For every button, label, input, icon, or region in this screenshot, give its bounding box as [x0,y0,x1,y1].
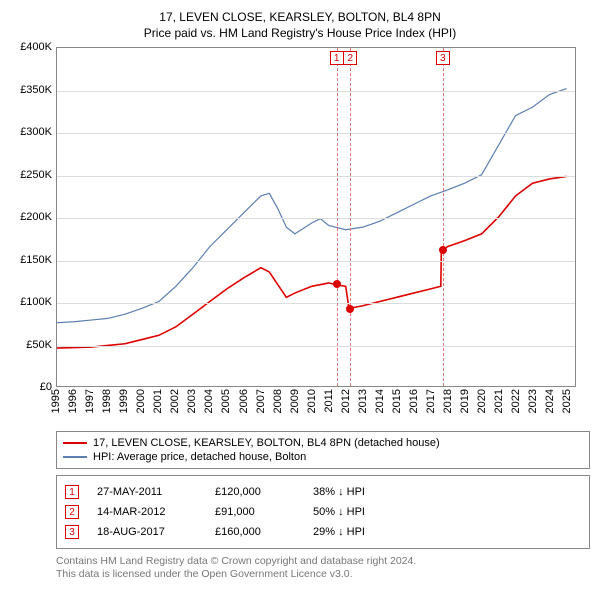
y-tick-label: £400K [20,41,52,53]
gridline [57,261,575,262]
gridline [57,303,575,304]
sales-table: 1 27-MAY-2011 £120,000 38% ↓ HPI 2 14-MAR-201… [56,475,590,549]
x-tick-label: 2006 [238,389,250,413]
sale-point [346,305,354,313]
x-tick-label: 2015 [391,389,403,413]
y-tick-label: £50K [26,339,52,351]
sale-delta: 38% ↓ HPI [313,486,365,498]
series-subject [57,177,567,349]
legend-row: HPI: Average price, detached house, Bolt… [63,450,583,464]
x-tick-label: 2019 [459,389,471,413]
series-svg [57,48,575,386]
x-tick-label: 2001 [152,389,164,413]
x-tick-label: 2023 [527,389,539,413]
sale-index: 3 [65,525,79,539]
x-tick-label: 2007 [255,389,267,413]
y-axis: £0£50K£100K£150K£200K£250K£300K£350K£400… [10,47,56,387]
x-tick-label: 2016 [408,389,420,413]
sale-date: 27-MAY-2011 [97,486,197,498]
plot-area: 12 3 [56,47,576,387]
gridline [57,91,575,92]
y-tick-label: £350K [20,84,52,96]
gridline [57,218,575,219]
event-marker: 1 [330,51,344,65]
chart-container: 17, LEVEN CLOSE, KEARSLEY, BOLTON, BL4 8… [0,0,600,427]
x-tick-label: 1997 [84,389,96,413]
x-tick-label: 1998 [101,389,113,413]
x-tick-label: 2003 [186,389,198,413]
event-vline [350,48,351,386]
y-tick-label: £100K [20,296,52,308]
x-tick-label: 2008 [272,389,284,413]
x-axis: 1995199619971998199920002001200220032004… [56,387,576,427]
x-tick-label: 2010 [306,389,318,413]
x-tick-label: 2022 [510,389,522,413]
y-tick-label: £250K [20,169,52,181]
x-tick-label: 1996 [67,389,79,413]
footnote-line-2: This data is licensed under the Open Gov… [56,568,590,581]
x-tick-label: 2012 [340,389,352,413]
title-line-2: Price paid vs. HM Land Registry's House … [10,26,590,42]
chart-title: 17, LEVEN CLOSE, KEARSLEY, BOLTON, BL4 8… [10,10,590,41]
legend-swatch [63,442,87,444]
x-tick-label: 2017 [425,389,437,413]
gridline [57,133,575,134]
sale-price: £120,000 [215,486,295,498]
sale-row: 2 14-MAR-2012 £91,000 50% ↓ HPI [65,502,581,522]
x-tick-label: 2005 [220,389,232,413]
x-tick-label: 2013 [357,389,369,413]
x-tick-label: 2018 [442,389,454,413]
title-line-1: 17, LEVEN CLOSE, KEARSLEY, BOLTON, BL4 8… [10,10,590,26]
x-tick-label: 2011 [323,389,335,413]
sale-date: 14-MAR-2012 [97,506,197,518]
sale-date: 18-AUG-2017 [97,526,197,538]
sale-index: 2 [65,505,79,519]
legend-label: HPI: Average price, detached house, Bolt… [93,451,306,463]
legend-swatch [63,456,87,458]
sale-row: 1 27-MAY-2011 £120,000 38% ↓ HPI [65,482,581,502]
x-tick-label: 1999 [118,389,130,413]
x-tick-label: 2009 [289,389,301,413]
event-marker: 3 [436,51,450,65]
event-marker: 2 [343,51,357,65]
sale-price: £91,000 [215,506,295,518]
sale-index: 1 [65,485,79,499]
x-tick-label: 2002 [169,389,181,413]
series-hpi [57,89,567,323]
x-tick-label: 2000 [135,389,147,413]
x-tick-label: 2020 [476,389,488,413]
x-tick-label: 2021 [493,389,505,413]
footnote-line-1: Contains HM Land Registry data © Crown c… [56,555,590,568]
event-vline [337,48,338,386]
x-tick-label: 2014 [374,389,386,413]
y-tick-label: £300K [20,126,52,138]
event-vline [443,48,444,386]
sale-delta: 29% ↓ HPI [313,526,365,538]
sale-price: £160,000 [215,526,295,538]
gridline [57,346,575,347]
sale-point [333,280,341,288]
sale-point [439,246,447,254]
legend-label: 17, LEVEN CLOSE, KEARSLEY, BOLTON, BL4 8… [93,437,440,449]
sale-delta: 50% ↓ HPI [313,506,365,518]
x-tick-label: 2004 [203,389,215,413]
x-tick-label: 2024 [544,389,556,413]
sale-row: 3 18-AUG-2017 £160,000 29% ↓ HPI [65,522,581,542]
footnote: Contains HM Land Registry data © Crown c… [56,555,590,581]
plot-outer: £0£50K£100K£150K£200K£250K£300K£350K£400… [10,47,590,387]
x-tick-label: 1995 [50,389,62,413]
y-tick-label: £150K [20,254,52,266]
gridline [57,176,575,177]
x-tick-label: 2025 [561,389,573,413]
legend-row: 17, LEVEN CLOSE, KEARSLEY, BOLTON, BL4 8… [63,436,583,450]
y-tick-label: £200K [20,211,52,223]
legend: 17, LEVEN CLOSE, KEARSLEY, BOLTON, BL4 8… [56,431,590,469]
